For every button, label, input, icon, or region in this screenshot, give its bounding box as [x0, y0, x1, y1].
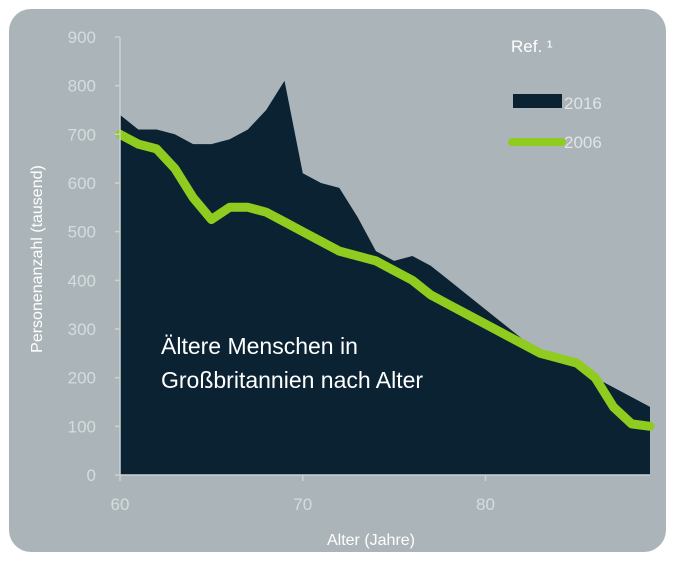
y-tick-label: 800	[68, 77, 96, 96]
y-tick-label: 400	[68, 271, 96, 290]
x-axis-label: Alter (Jahre)	[327, 532, 415, 549]
x-ticks: 60 70 80	[111, 475, 495, 514]
chart-title-line-2: Großbritannien nach Alter	[161, 367, 423, 393]
y-ticks: 0 100 200 300 400 500 600 700 800 900	[68, 28, 120, 485]
axes-layer	[119, 37, 650, 476]
y-tick-label: 700	[68, 125, 96, 144]
line-layer	[115, 129, 655, 431]
area-layer	[120, 80, 650, 476]
y-axis-label: Personenanzahl (tausend)	[29, 165, 46, 353]
legend: 2016 2006	[508, 94, 602, 152]
legend-label-2016: 2016	[564, 94, 602, 113]
y-tick-label: 200	[68, 369, 96, 388]
y-tick-label: 100	[68, 417, 96, 436]
reference-label: Ref. ¹	[511, 37, 553, 56]
y-tick-label: 900	[68, 28, 96, 47]
x-tick-label: 60	[111, 495, 130, 514]
series-2006-line	[115, 129, 655, 431]
y-tick-label: 600	[68, 174, 96, 193]
y-tick-label: 300	[68, 320, 96, 339]
legend-label-2006: 2006	[564, 133, 602, 152]
series-2016-area	[120, 80, 650, 476]
x-tick-label: 70	[293, 495, 312, 514]
y-tick-label: 500	[68, 223, 96, 242]
chart-title-line-1: Ältere Menschen in	[161, 333, 358, 359]
legend-swatch-2016	[513, 94, 562, 108]
x-tick-label: 80	[476, 495, 495, 514]
y-tick-label: 0	[87, 466, 96, 485]
